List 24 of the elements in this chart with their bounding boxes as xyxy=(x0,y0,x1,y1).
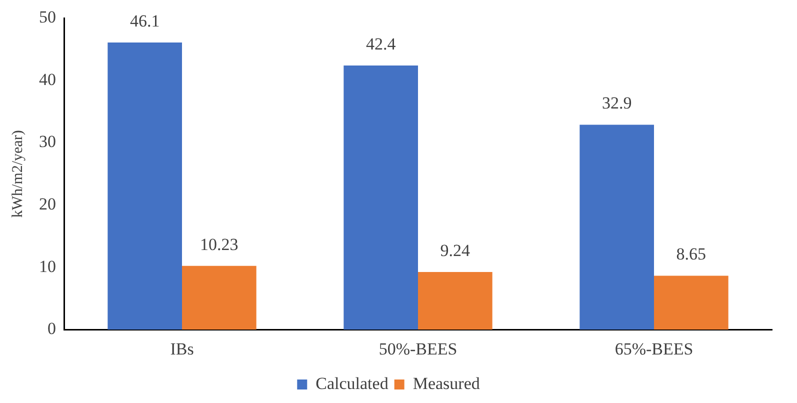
bar xyxy=(580,124,654,330)
y-tick-label: 30 xyxy=(39,132,56,152)
y-tick-label: 0 xyxy=(48,319,56,338)
bar xyxy=(418,272,492,330)
y-axis-title: kWh/m2/year) xyxy=(10,130,26,218)
bar xyxy=(108,42,182,330)
legend-label: Calculated xyxy=(316,374,389,393)
y-tick-label: 50 xyxy=(39,8,56,27)
bar xyxy=(654,276,728,330)
x-tick-label: 65%-BEES xyxy=(614,339,694,358)
bar xyxy=(344,66,418,330)
legend-label: Measured xyxy=(412,374,480,393)
data-label: 46.1 xyxy=(130,11,160,30)
x-tick-label: 50%-BEES xyxy=(378,339,458,358)
bar xyxy=(182,266,256,330)
y-tick-label: 40 xyxy=(39,70,56,89)
data-label: 8.65 xyxy=(676,244,706,264)
y-tick-label: 10 xyxy=(39,256,56,276)
data-label: 9.24 xyxy=(440,241,471,260)
data-label: 10.23 xyxy=(200,234,238,254)
y-tick-label: 20 xyxy=(39,194,56,214)
data-label: 32.9 xyxy=(602,94,632,113)
x-tick-label: IBs xyxy=(170,339,194,358)
data-label: 42.4 xyxy=(366,34,396,54)
